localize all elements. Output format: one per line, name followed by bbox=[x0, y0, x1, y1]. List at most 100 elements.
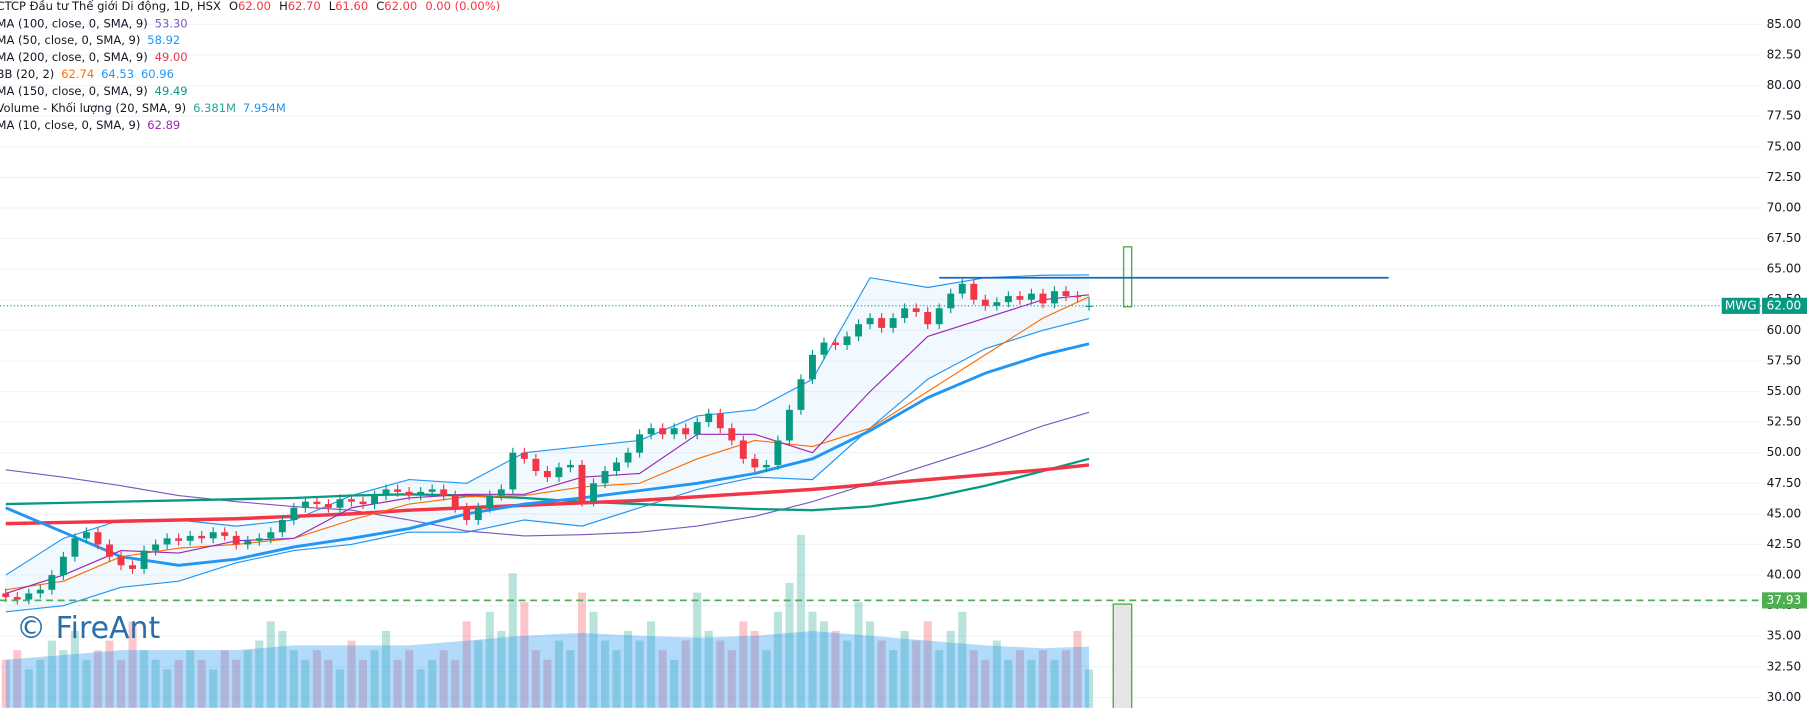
candle-body bbox=[106, 544, 113, 557]
candle-body bbox=[186, 535, 194, 541]
volume-bar bbox=[796, 534, 805, 708]
candle-body bbox=[912, 308, 920, 312]
volume-bar bbox=[1050, 659, 1059, 708]
candle-body bbox=[555, 467, 563, 478]
volume-bar bbox=[24, 669, 33, 708]
volume-bar bbox=[946, 630, 955, 708]
volume-bar bbox=[819, 621, 829, 708]
candle-body bbox=[716, 413, 724, 429]
volume-bar bbox=[1073, 630, 1082, 708]
volume-bar bbox=[13, 650, 22, 708]
candle-body bbox=[497, 489, 505, 496]
price-axis: 30.0032.5035.0037.5040.0042.5045.0047.50… bbox=[1721, 17, 1807, 704]
volume-bar bbox=[531, 650, 540, 708]
volume-bar bbox=[312, 650, 321, 708]
volume-bar bbox=[220, 650, 229, 708]
drawing-box bbox=[1112, 603, 1133, 708]
y-tick-label: 55.00 bbox=[1767, 384, 1802, 398]
volume-bar bbox=[1038, 650, 1047, 708]
y-tick-label: 45.00 bbox=[1767, 506, 1802, 520]
y-tick-label: 32.50 bbox=[1767, 659, 1802, 673]
candle-body bbox=[843, 336, 851, 346]
legend-item: BB (20, 2) 62.74 64.53 60.96 bbox=[0, 67, 174, 81]
volume-bar bbox=[520, 602, 529, 708]
price-tag bbox=[1762, 297, 1807, 314]
volume-bar bbox=[958, 611, 967, 708]
volume-bar bbox=[670, 659, 679, 708]
candle-body bbox=[1016, 296, 1024, 300]
band-fill bbox=[5, 274, 1090, 612]
volume-bar bbox=[451, 659, 460, 708]
candle-body bbox=[117, 556, 125, 566]
y-tick-label: 70.00 bbox=[1767, 200, 1802, 214]
candle-body bbox=[993, 302, 1001, 306]
candle-body bbox=[566, 464, 574, 468]
candle-body bbox=[693, 422, 701, 435]
y-tick-label: 57.50 bbox=[1767, 353, 1802, 367]
header-title: CTCP Đầu tư Thế giới Di động, 1D, HSX bbox=[0, 0, 221, 12]
volume-bar bbox=[831, 630, 840, 708]
candle-body bbox=[739, 440, 747, 459]
legend-item: MA (150, close, 0, SMA, 9) 49.49 bbox=[0, 84, 188, 98]
candle-body bbox=[152, 544, 160, 551]
candle-body bbox=[140, 550, 148, 569]
volume-bar bbox=[727, 650, 736, 708]
volume-bar bbox=[93, 650, 102, 708]
ohlc-label: O bbox=[229, 0, 238, 12]
candle-body bbox=[705, 413, 713, 423]
candle-body bbox=[935, 308, 943, 325]
legend-item: MA (200, close, 0, SMA, 9) 49.00 bbox=[0, 50, 188, 64]
volume-bar bbox=[151, 659, 160, 708]
candle-body bbox=[797, 379, 805, 410]
watermark: © FireAnt bbox=[16, 611, 160, 646]
candles bbox=[2, 278, 1093, 605]
legend-value: 62.89 bbox=[147, 117, 180, 131]
volume-bar bbox=[554, 640, 563, 708]
volume-bar bbox=[428, 659, 437, 708]
candle-body bbox=[855, 324, 863, 337]
candle-body bbox=[451, 495, 459, 508]
candle-body bbox=[290, 507, 298, 520]
volume-bar bbox=[842, 640, 852, 708]
candle-body bbox=[486, 495, 494, 508]
volume-bar bbox=[266, 621, 275, 708]
volume-bar bbox=[140, 650, 149, 708]
legend-label: MA (10, close, 0, SMA, 9) bbox=[0, 117, 140, 131]
volume-bar bbox=[935, 650, 944, 708]
volume-bar bbox=[889, 650, 898, 708]
candle-body bbox=[417, 491, 425, 496]
volume-bar bbox=[301, 659, 310, 708]
volume-bar bbox=[116, 659, 126, 708]
volume-bar bbox=[624, 630, 633, 708]
candle-body bbox=[232, 535, 240, 545]
candle-body bbox=[613, 462, 621, 472]
legend-label: MA (100, close, 0, SMA, 9) bbox=[0, 16, 148, 30]
volume-bar bbox=[163, 669, 172, 708]
candle-body bbox=[785, 409, 793, 441]
ma-line bbox=[5, 296, 1090, 591]
volume-bar bbox=[82, 659, 91, 708]
volume-bar bbox=[808, 611, 817, 708]
candle-body bbox=[947, 293, 955, 309]
legend-value: 49.49 bbox=[155, 84, 188, 98]
level-tag bbox=[1762, 592, 1807, 609]
legend-value: 49.00 bbox=[155, 50, 188, 64]
candle-body bbox=[636, 434, 644, 453]
candle-body bbox=[728, 428, 736, 441]
legend-value: 62.74 bbox=[61, 67, 94, 81]
candle-body bbox=[924, 311, 932, 325]
candle-body bbox=[1051, 291, 1058, 304]
band-line bbox=[5, 318, 1090, 613]
volume-bar bbox=[1061, 650, 1071, 708]
volume-bar bbox=[577, 592, 587, 708]
volume-bar bbox=[704, 630, 713, 708]
volume-bar bbox=[923, 621, 932, 708]
candle-body bbox=[1062, 291, 1070, 297]
candle-body bbox=[129, 565, 136, 569]
y-tick-label: 82.50 bbox=[1767, 47, 1802, 61]
volume-ma-area bbox=[5, 630, 1090, 708]
legend-item: MA (50, close, 0, SMA, 9) 58.92 bbox=[0, 33, 180, 47]
ma-line bbox=[5, 411, 1090, 537]
candle-body bbox=[901, 308, 909, 319]
